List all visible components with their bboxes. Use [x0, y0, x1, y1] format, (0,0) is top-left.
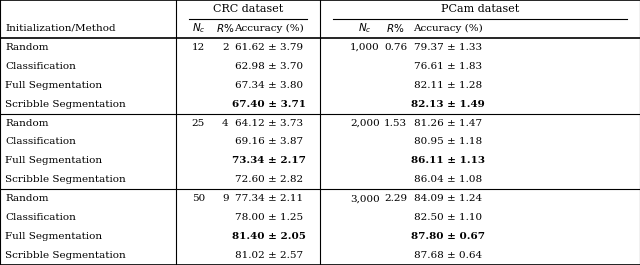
Text: 25: 25: [192, 118, 205, 127]
Text: Random: Random: [5, 43, 49, 52]
Text: Full Segmentation: Full Segmentation: [5, 232, 102, 241]
Text: 1,000: 1,000: [350, 43, 380, 52]
Text: Scribble Segmentation: Scribble Segmentation: [5, 251, 126, 260]
Text: 9: 9: [222, 194, 228, 203]
Text: 84.09 ± 1.24: 84.09 ± 1.24: [414, 194, 482, 203]
Text: 81.40 ± 2.05: 81.40 ± 2.05: [232, 232, 306, 241]
Text: $N_c$: $N_c$: [358, 21, 372, 35]
Text: 50: 50: [192, 194, 205, 203]
Text: 67.40 ± 3.71: 67.40 ± 3.71: [232, 100, 306, 109]
Text: $N_c$: $N_c$: [191, 21, 205, 35]
Text: 64.12 ± 3.73: 64.12 ± 3.73: [235, 118, 303, 127]
Text: 80.95 ± 1.18: 80.95 ± 1.18: [414, 138, 482, 147]
Text: Classification: Classification: [5, 213, 76, 222]
Text: Full Segmentation: Full Segmentation: [5, 81, 102, 90]
Text: Scribble Segmentation: Scribble Segmentation: [5, 100, 126, 109]
Text: 0.76: 0.76: [384, 43, 407, 52]
Text: 77.34 ± 2.11: 77.34 ± 2.11: [235, 194, 303, 203]
Text: 82.13 ± 1.49: 82.13 ± 1.49: [411, 100, 485, 109]
Text: 78.00 ± 1.25: 78.00 ± 1.25: [235, 213, 303, 222]
Text: Scribble Segmentation: Scribble Segmentation: [5, 175, 126, 184]
Text: 1.53: 1.53: [384, 118, 407, 127]
Text: 81.02 ± 2.57: 81.02 ± 2.57: [235, 251, 303, 260]
Text: 67.34 ± 3.80: 67.34 ± 3.80: [235, 81, 303, 90]
Text: 2.29: 2.29: [384, 194, 407, 203]
Text: PCam dataset: PCam dataset: [441, 5, 519, 15]
Text: 87.68 ± 0.64: 87.68 ± 0.64: [414, 251, 482, 260]
Text: Classification: Classification: [5, 138, 76, 147]
Text: Random: Random: [5, 118, 49, 127]
Text: 62.98 ± 3.70: 62.98 ± 3.70: [235, 62, 303, 71]
Text: 86.11 ± 1.13: 86.11 ± 1.13: [411, 156, 485, 165]
Text: 2,000: 2,000: [350, 118, 380, 127]
Text: Accuracy (%): Accuracy (%): [413, 24, 483, 33]
Text: 4: 4: [222, 118, 228, 127]
Text: CRC dataset: CRC dataset: [213, 5, 283, 15]
Text: 61.62 ± 3.79: 61.62 ± 3.79: [235, 43, 303, 52]
Text: $R\%$: $R\%$: [387, 23, 404, 34]
Text: 72.60 ± 2.82: 72.60 ± 2.82: [235, 175, 303, 184]
Text: 86.04 ± 1.08: 86.04 ± 1.08: [414, 175, 482, 184]
Text: 73.34 ± 2.17: 73.34 ± 2.17: [232, 156, 306, 165]
Text: 76.61 ± 1.83: 76.61 ± 1.83: [414, 62, 482, 71]
Text: 2: 2: [222, 43, 228, 52]
Text: 12: 12: [192, 43, 205, 52]
Text: Full Segmentation: Full Segmentation: [5, 156, 102, 165]
Text: 87.80 ± 0.67: 87.80 ± 0.67: [411, 232, 485, 241]
Text: Random: Random: [5, 194, 49, 203]
Text: 79.37 ± 1.33: 79.37 ± 1.33: [414, 43, 482, 52]
Text: 69.16 ± 3.87: 69.16 ± 3.87: [235, 138, 303, 147]
Text: Initialization/Method: Initialization/Method: [5, 24, 116, 33]
Text: 82.50 ± 1.10: 82.50 ± 1.10: [414, 213, 482, 222]
Text: 81.26 ± 1.47: 81.26 ± 1.47: [414, 118, 482, 127]
Text: Accuracy (%): Accuracy (%): [234, 24, 303, 33]
Text: Classification: Classification: [5, 62, 76, 71]
Text: 3,000: 3,000: [350, 194, 380, 203]
Text: 82.11 ± 1.28: 82.11 ± 1.28: [414, 81, 482, 90]
Text: $R\%$: $R\%$: [216, 23, 234, 34]
